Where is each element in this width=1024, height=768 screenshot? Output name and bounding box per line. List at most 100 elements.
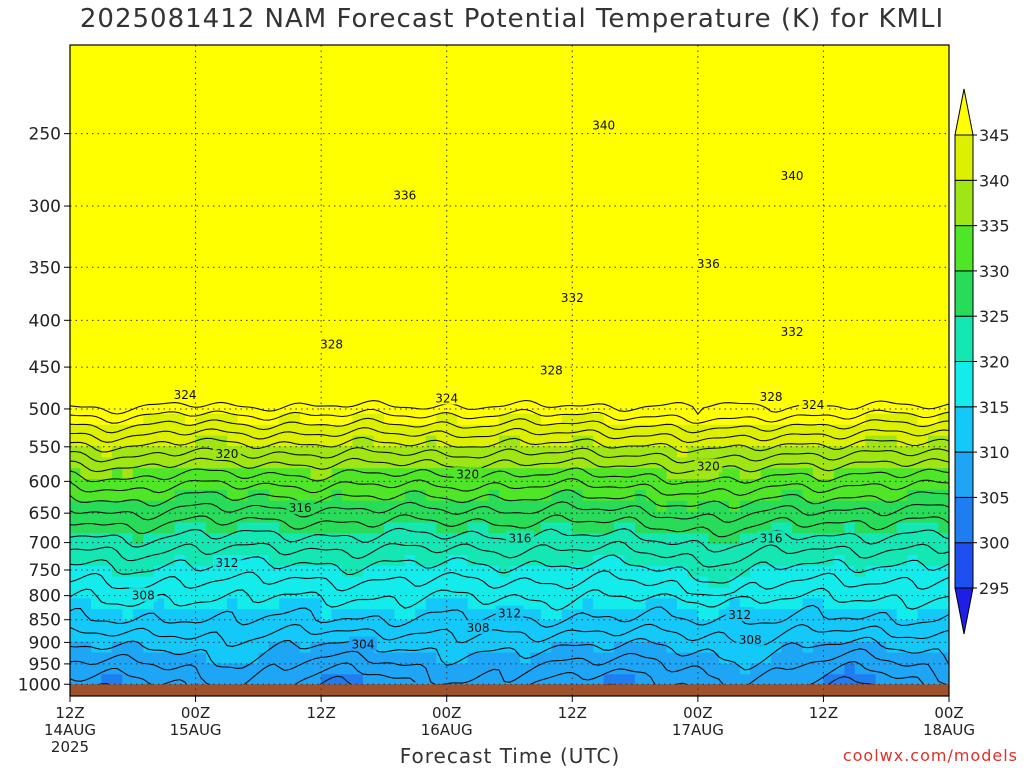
theta-cell	[331, 424, 343, 437]
theta-cell	[457, 392, 469, 404]
theta-cell	[164, 251, 176, 263]
theta-cell	[854, 489, 866, 502]
theta-cell	[645, 186, 657, 198]
theta-cell	[593, 240, 605, 252]
theta-cell	[928, 218, 940, 231]
theta-cell	[603, 142, 615, 155]
theta-cell	[760, 620, 772, 632]
theta-cell	[153, 544, 165, 556]
theta-cell	[425, 424, 437, 437]
theta-cell	[363, 207, 375, 220]
theta-cell	[739, 511, 751, 523]
theta-cell	[551, 674, 563, 686]
theta-cell	[676, 283, 688, 296]
theta-cell	[530, 630, 542, 643]
theta-cell	[394, 164, 406, 176]
theta-cell	[143, 251, 155, 263]
theta-cell	[415, 663, 427, 675]
theta-cell	[781, 131, 793, 144]
theta-cell	[415, 565, 427, 578]
theta-cell	[446, 435, 458, 448]
theta-cell	[132, 99, 144, 111]
theta-cell	[363, 403, 375, 415]
theta-cell	[499, 511, 511, 523]
theta-cell	[771, 641, 783, 654]
theta-cell	[666, 196, 678, 209]
theta-cell	[268, 511, 280, 523]
theta-cell	[247, 457, 259, 469]
theta-cell	[143, 620, 155, 632]
theta-cell	[844, 403, 856, 415]
theta-cell	[708, 489, 720, 502]
theta-cell	[907, 620, 919, 632]
theta-cell	[739, 479, 751, 491]
theta-cell	[111, 403, 123, 415]
theta-cell	[697, 66, 709, 79]
theta-cell	[195, 620, 207, 632]
theta-cell	[582, 544, 594, 556]
theta-cell	[509, 403, 521, 415]
theta-cell	[499, 544, 511, 556]
theta-cell	[300, 272, 312, 285]
theta-cell	[467, 77, 479, 89]
theta-cell	[342, 663, 354, 675]
theta-cell	[488, 153, 500, 165]
theta-cell	[383, 337, 395, 350]
theta-cell	[582, 55, 594, 68]
theta-cell	[833, 359, 845, 372]
theta-cell	[185, 565, 197, 578]
theta-cell	[373, 587, 385, 599]
theta-cell	[237, 587, 249, 599]
theta-cell	[802, 576, 814, 589]
theta-cell	[153, 327, 165, 339]
theta-cell	[488, 120, 500, 133]
theta-cell	[729, 207, 741, 220]
theta-cell	[342, 403, 354, 415]
theta-cell	[676, 609, 688, 621]
theta-cell	[551, 609, 563, 621]
theta-cell	[812, 630, 825, 643]
theta-cell	[478, 663, 490, 675]
theta-cell	[237, 403, 249, 415]
theta-cell	[404, 674, 416, 686]
theta-cell	[467, 609, 479, 621]
theta-cell	[676, 110, 688, 122]
theta-cell	[917, 598, 929, 610]
theta-cell	[80, 576, 92, 589]
theta-cell	[383, 316, 395, 328]
theta-cell	[530, 500, 542, 513]
theta-cell	[718, 370, 730, 382]
theta-cell	[247, 435, 259, 448]
theta-cell	[551, 207, 563, 220]
theta-cell	[174, 110, 186, 122]
theta-cell	[352, 196, 364, 209]
theta-cell	[195, 522, 207, 534]
theta-cell	[363, 175, 375, 187]
theta-cell	[792, 120, 804, 133]
theta-cell	[268, 522, 280, 534]
theta-cell	[80, 142, 92, 155]
theta-cell	[122, 381, 134, 393]
theta-cell	[499, 620, 511, 632]
theta-cell	[279, 196, 291, 209]
theta-cell	[90, 99, 102, 111]
theta-cell	[268, 337, 280, 350]
theta-cell	[582, 88, 594, 100]
theta-cell	[739, 77, 751, 89]
theta-cell	[792, 533, 804, 545]
theta-cell	[310, 424, 322, 437]
theta-cell	[792, 142, 804, 155]
theta-cell	[603, 489, 615, 502]
theta-cell	[101, 142, 113, 155]
theta-cell	[363, 565, 375, 578]
theta-cell	[540, 218, 552, 231]
theta-cell	[247, 99, 259, 111]
theta-cell	[363, 544, 375, 556]
theta-cell	[436, 131, 448, 144]
theta-cell	[928, 77, 940, 89]
theta-cell	[593, 674, 605, 686]
theta-cell	[656, 110, 668, 122]
theta-cell	[446, 403, 458, 415]
theta-cell	[833, 66, 845, 79]
theta-cell	[593, 620, 605, 632]
